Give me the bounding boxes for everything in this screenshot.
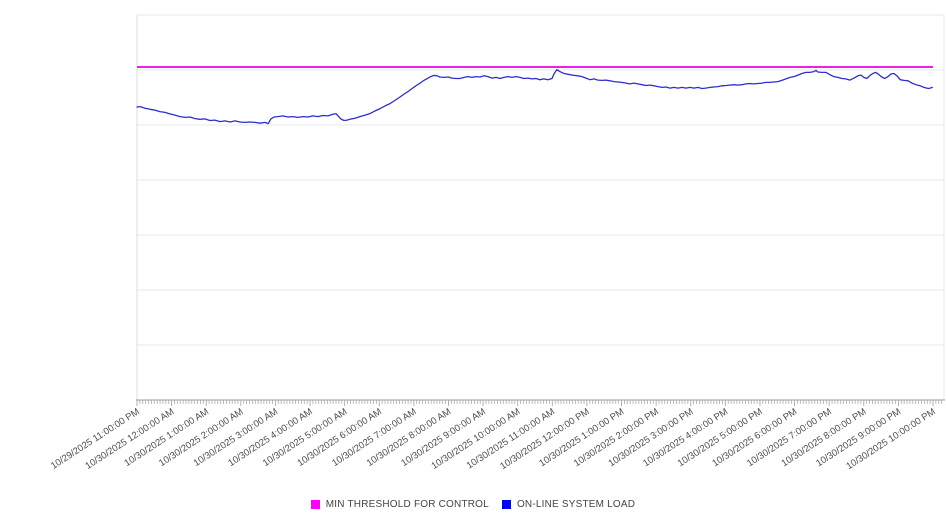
legend-item-min-threshold-for-control[interactable]: MIN THRESHOLD FOR CONTROL <box>310 498 489 510</box>
plot-border <box>136 15 945 400</box>
x-axis-minor-ticks <box>139 400 943 404</box>
x-axis <box>136 399 945 406</box>
x-axis-major-ticks <box>136 400 934 406</box>
legend-swatch-load <box>501 499 511 509</box>
legend-label: ON-LINE SYSTEM LOAD <box>516 498 636 510</box>
gridlines <box>137 14 944 346</box>
legend-swatch-threshold <box>310 499 320 509</box>
legend-item-online-system-load[interactable]: ON-LINE SYSTEM LOAD <box>501 498 636 510</box>
series-lines <box>136 66 933 125</box>
load-series-line <box>136 69 933 125</box>
legend-label: MIN THRESHOLD FOR CONTROL <box>325 498 489 510</box>
legend: MIN THRESHOLD FOR CONTROL ON-LINE SYSTEM… <box>0 495 946 513</box>
